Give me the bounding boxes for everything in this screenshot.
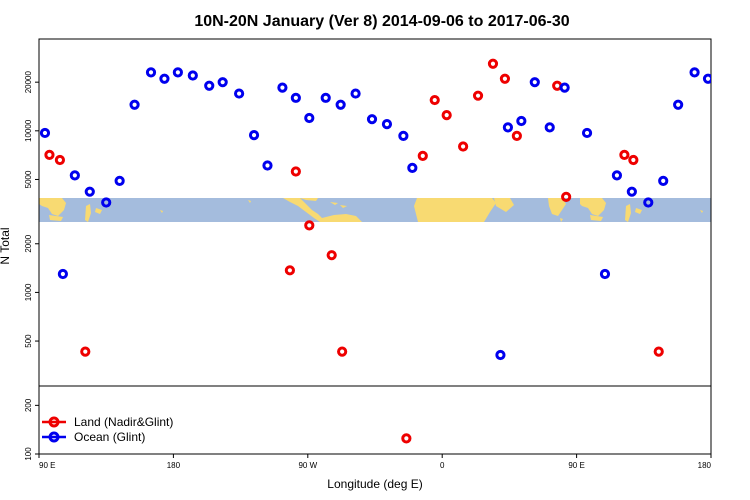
point-ocean	[502, 122, 514, 133]
x-tick-label: 180	[698, 461, 712, 470]
point-ocean	[234, 88, 245, 99]
point-ocean	[159, 73, 170, 84]
data-points	[39, 58, 711, 444]
point-ocean	[658, 175, 669, 186]
x-tick-label: 90 E	[39, 461, 55, 470]
point-land	[401, 433, 412, 444]
point-land	[441, 110, 452, 121]
chart-title: 10N-20N January (Ver 8) 2014-09-06 to 20…	[194, 13, 569, 30]
point-ocean	[57, 268, 68, 280]
point-ocean	[335, 99, 346, 110]
y-tick-label: 2000	[24, 234, 33, 252]
point-ocean	[611, 170, 623, 181]
world-map-strip	[39, 198, 711, 222]
point-land	[628, 154, 639, 166]
point-land	[619, 149, 630, 160]
point-ocean	[217, 77, 228, 88]
y-tick-label: 20000	[24, 71, 33, 94]
point-land	[417, 150, 428, 161]
point-land	[653, 346, 664, 357]
y-tick-label: 10000	[24, 119, 33, 142]
y-tick-label: 200	[24, 398, 33, 412]
point-land	[326, 250, 337, 261]
plot-frame	[38, 38, 712, 455]
point-land	[54, 154, 66, 166]
point-ocean	[689, 67, 700, 78]
point-land	[80, 346, 91, 357]
point-ocean	[101, 197, 112, 208]
x-axis-label: Longitude (deg E)	[327, 477, 422, 491]
legend-label-ocean: Ocean (Glint)	[74, 430, 145, 444]
point-ocean	[702, 73, 711, 84]
point-ocean	[581, 127, 593, 139]
point-ocean	[145, 67, 157, 78]
point-ocean	[290, 92, 301, 103]
point-ocean	[398, 130, 409, 142]
x-tick-label: 0	[440, 461, 445, 470]
point-ocean	[559, 82, 570, 93]
point-ocean	[262, 160, 273, 171]
point-ocean	[304, 112, 315, 124]
y-tick-label: 1000	[24, 283, 33, 301]
y-tick-label: 5000	[24, 170, 33, 188]
point-ocean	[277, 82, 288, 93]
point-ocean	[84, 186, 95, 197]
point-ocean	[129, 99, 140, 110]
point-ocean	[407, 162, 418, 173]
point-land	[429, 94, 440, 106]
point-land	[511, 130, 522, 142]
legend-label-land: Land (Nadir&Glint)	[74, 415, 173, 429]
point-ocean	[516, 115, 527, 127]
point-ocean	[673, 99, 684, 110]
point-land	[290, 166, 301, 177]
point-ocean	[626, 186, 637, 197]
point-land	[561, 191, 572, 202]
legend-marker-ocean	[48, 431, 60, 443]
point-land	[304, 220, 315, 231]
legend-marker-land	[48, 416, 60, 428]
point-land	[472, 90, 484, 101]
point-ocean	[187, 70, 198, 81]
point-ocean	[643, 197, 654, 208]
point-ocean	[381, 119, 393, 130]
point-ocean	[350, 88, 361, 99]
point-ocean	[204, 80, 215, 91]
x-axis: 90 E 180 90 W 0 90 E 180	[38, 454, 712, 470]
point-ocean	[114, 175, 125, 186]
legend: Land (Nadir&Glint) Ocean (Glint)	[42, 415, 173, 444]
point-ocean	[366, 114, 378, 125]
x-tick-label: 90 E	[568, 461, 584, 470]
y-tick-label: 500	[24, 334, 33, 348]
x-tick-label: 90 W	[298, 461, 317, 470]
point-ocean	[172, 67, 183, 78]
y-axis-label: N Total	[0, 227, 12, 264]
point-ocean	[248, 130, 260, 141]
point-ocean	[320, 92, 331, 103]
point-land	[337, 346, 348, 357]
point-land	[284, 265, 295, 276]
point-ocean	[599, 268, 611, 280]
point-land	[487, 58, 499, 69]
point-ocean	[69, 170, 80, 181]
point-land	[499, 73, 511, 84]
point-ocean	[544, 122, 555, 133]
x-tick-label: 180	[167, 461, 181, 470]
point-land	[44, 149, 55, 160]
point-ocean	[529, 77, 540, 88]
point-land	[458, 141, 469, 152]
y-tick-label: 100	[24, 447, 33, 461]
point-ocean	[39, 127, 51, 139]
point-ocean	[495, 349, 506, 361]
y-axis: 100 200 500 1000 2000 5000 10000 20000	[24, 71, 39, 461]
